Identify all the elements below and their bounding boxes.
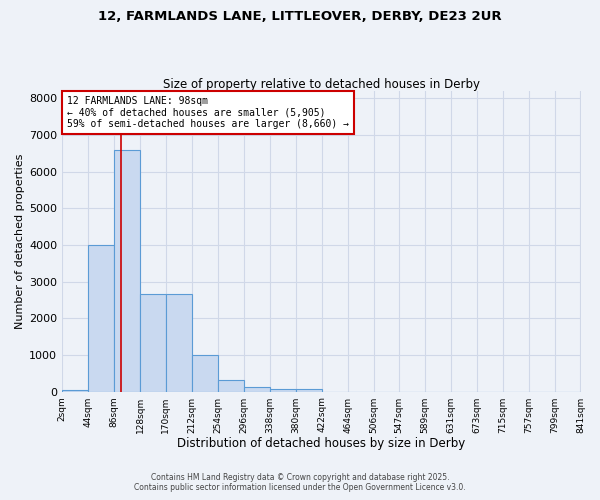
- Bar: [88, 245, 114, 392]
- Title: Size of property relative to detached houses in Derby: Size of property relative to detached ho…: [163, 78, 480, 91]
- Bar: [218, 380, 244, 392]
- Text: Contains HM Land Registry data © Crown copyright and database right 2025.
Contai: Contains HM Land Registry data © Crown c…: [134, 473, 466, 492]
- Bar: [244, 387, 270, 392]
- Bar: [140, 294, 166, 392]
- X-axis label: Distribution of detached houses by size in Derby: Distribution of detached houses by size …: [177, 437, 466, 450]
- Bar: [270, 388, 296, 392]
- Bar: [114, 150, 140, 392]
- Bar: [62, 390, 88, 392]
- Text: 12, FARMLANDS LANE, LITTLEOVER, DERBY, DE23 2UR: 12, FARMLANDS LANE, LITTLEOVER, DERBY, D…: [98, 10, 502, 23]
- Y-axis label: Number of detached properties: Number of detached properties: [15, 154, 25, 329]
- Bar: [166, 294, 192, 392]
- Text: 12 FARMLANDS LANE: 98sqm
← 40% of detached houses are smaller (5,905)
59% of sem: 12 FARMLANDS LANE: 98sqm ← 40% of detach…: [67, 96, 349, 128]
- Bar: [296, 390, 322, 392]
- Bar: [192, 355, 218, 392]
